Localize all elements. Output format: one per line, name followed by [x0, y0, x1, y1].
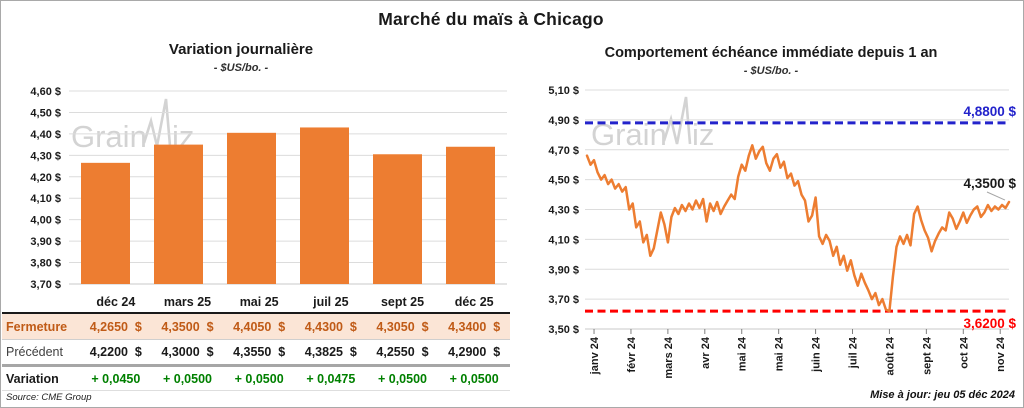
y-axis-label: 4,50 $ — [548, 175, 579, 187]
line-chart-title: Comportement échéance immédiate depuis 1… — [604, 45, 938, 61]
row-label-precedent: Précédent — [6, 345, 63, 359]
table-row-variation: Variation + 0,0450 + 0,0500 + 0,0500 + 0,047… — [2, 367, 510, 391]
price-line — [585, 144, 1011, 313]
table-header-row-cell-5: déc 25 — [454, 294, 494, 309]
y-axis-label: 4,70 $ — [548, 145, 579, 157]
x-axis-label: mai 24 — [774, 336, 786, 371]
x-axis-label: juin 24 — [811, 336, 823, 373]
y-axis-label: 4,40 $ — [30, 129, 61, 141]
y-axis-label: 4,50 $ — [30, 107, 61, 119]
table-row-precedent-cell-1: 4,3000 $ — [161, 345, 214, 359]
table-row-variation-cell-5: + 0,0500 — [449, 371, 499, 386]
y-axis-label: 3,90 $ — [548, 264, 579, 276]
line-chart: 5,10 $ 4,90 $ 4,70 $ 4,50 $ 4,30 $ 4,10 $ 3,90… — [548, 85, 1016, 379]
low-reference-label: 3,6200 $ — [963, 316, 1016, 331]
y-axis-label: 4,30 $ — [30, 150, 61, 162]
table-header-row: déc 24 mars 25 mai 25 juil 25 sept 25 déc 25 — [2, 291, 510, 314]
bar-chart-subtitle: - $US/bo. - — [213, 62, 269, 74]
table-row-variation-cell-3: + 0,0475 — [306, 371, 356, 386]
last-value-leader-line — [986, 191, 1006, 201]
table-row-fermeture-cell-3: 4,4300 $ — [304, 319, 357, 334]
y-axis-label: 4,20 $ — [30, 172, 61, 184]
y-axis-label: 3,70 $ — [30, 279, 61, 291]
table-row-precedent-cell-0: 4,2200 $ — [89, 345, 142, 359]
y-axis-label: 4,00 $ — [30, 215, 61, 227]
table-row-fermeture-cell-4: 4,3050 $ — [376, 319, 429, 334]
table-row-precedent-cell-5: 4,2900 $ — [448, 345, 501, 359]
x-axis-label: nov 24 — [995, 336, 1007, 372]
table-row-variation-cell-0: + 0,0450 — [91, 371, 141, 386]
table-row-precedent: Précédent 4,2200 $ 4,3000 $ 4,3550 $ 4,3825 … — [2, 340, 510, 367]
futures-table: déc 24 mars 25 mai 25 juil 25 sept 25 déc 25 F… — [2, 291, 510, 391]
line-chart-subtitle: - $US/bo. - — [743, 65, 799, 77]
bar-4 — [373, 154, 422, 284]
y-axis-label: 4,10 $ — [30, 193, 61, 205]
high-reference-label: 4,8800 $ — [963, 104, 1016, 119]
x-axis-label: févr 24 — [626, 336, 638, 372]
x-axis-label: mai 24 — [737, 336, 749, 371]
table-row-fermeture-cell-5: 4,3400 $ — [448, 319, 501, 334]
x-axis-label: avr 24 — [700, 336, 712, 369]
y-axis-label: 5,10 $ — [548, 85, 579, 97]
bar-chart: 4,60 $ 4,50 $ 4,40 $ 4,30 $ 4,20 $ 4,10 $ 4,00… — [30, 86, 507, 291]
y-axis-label: 4,10 $ — [548, 234, 579, 246]
y-axis-label: 4,30 $ — [548, 205, 579, 217]
bar-5 — [446, 146, 495, 284]
x-axis-label: sept 24 — [921, 336, 933, 375]
table-row-precedent-cell-2: 4,3550 $ — [233, 345, 286, 359]
table-row-precedent-cell-4: 4,2550 $ — [376, 345, 429, 359]
y-axis-label: 3,50 $ — [548, 324, 579, 336]
last-value-label: 4,3500 $ — [963, 176, 1016, 191]
bar-1 — [154, 144, 203, 284]
table-row-fermeture-cell-2: 4,4050 $ — [233, 319, 286, 334]
table-row-fermeture: Fermeture 4,2650 $ 4,3500 $ 4,4050 $ 4,4300 … — [2, 314, 510, 340]
bar-2 — [227, 132, 276, 284]
x-axis-label: janv 24 — [589, 336, 601, 375]
table-row-fermeture-cell-0: 4,2650 $ — [89, 319, 142, 334]
y-axis-label: 4,60 $ — [30, 86, 61, 98]
page-title: Marché du maïs à Chicago — [378, 9, 604, 29]
table-header-row-cell-3: juil 25 — [313, 294, 349, 309]
y-axis-label: 3,80 $ — [30, 258, 61, 270]
table-row-variation-cell-1: + 0,0500 — [162, 371, 212, 386]
x-axis-label: oct 24 — [958, 336, 970, 369]
x-axis-label: août 24 — [884, 336, 896, 375]
y-axis-label: 4,90 $ — [548, 115, 579, 127]
row-label-fermeture: Fermeture — [6, 319, 68, 334]
x-axis-label: juil 24 — [848, 336, 860, 369]
table-row-variation-cell-4: + 0,0500 — [377, 371, 427, 386]
table-row-fermeture-cell-1: 4,3500 $ — [161, 319, 214, 334]
bar-chart-title: Variation journalière — [168, 41, 314, 58]
bar-3 — [300, 127, 349, 284]
y-axis-label: 3,90 $ — [30, 236, 61, 248]
bar-0 — [81, 162, 130, 284]
table-row-variation-cell-2: + 0,0500 — [234, 371, 284, 386]
last-updated-note: Mise à jour: jeu 05 déc 2024 — [870, 389, 1015, 401]
table-header-row-cell-0: déc 24 — [96, 294, 136, 309]
table-header-row-cell-4: sept 25 — [380, 294, 425, 309]
table-header-row-cell-1: mars 25 — [163, 294, 212, 309]
row-label-variation: Variation — [6, 371, 59, 386]
table-header-row-cell-2: mai 25 — [239, 294, 279, 309]
y-axis-label: 3,70 $ — [548, 294, 579, 306]
source-note: Source: CME Group — [6, 392, 92, 403]
x-axis-label: mars 24 — [663, 336, 675, 378]
table-row-precedent-cell-3: 4,3825 $ — [304, 345, 357, 359]
